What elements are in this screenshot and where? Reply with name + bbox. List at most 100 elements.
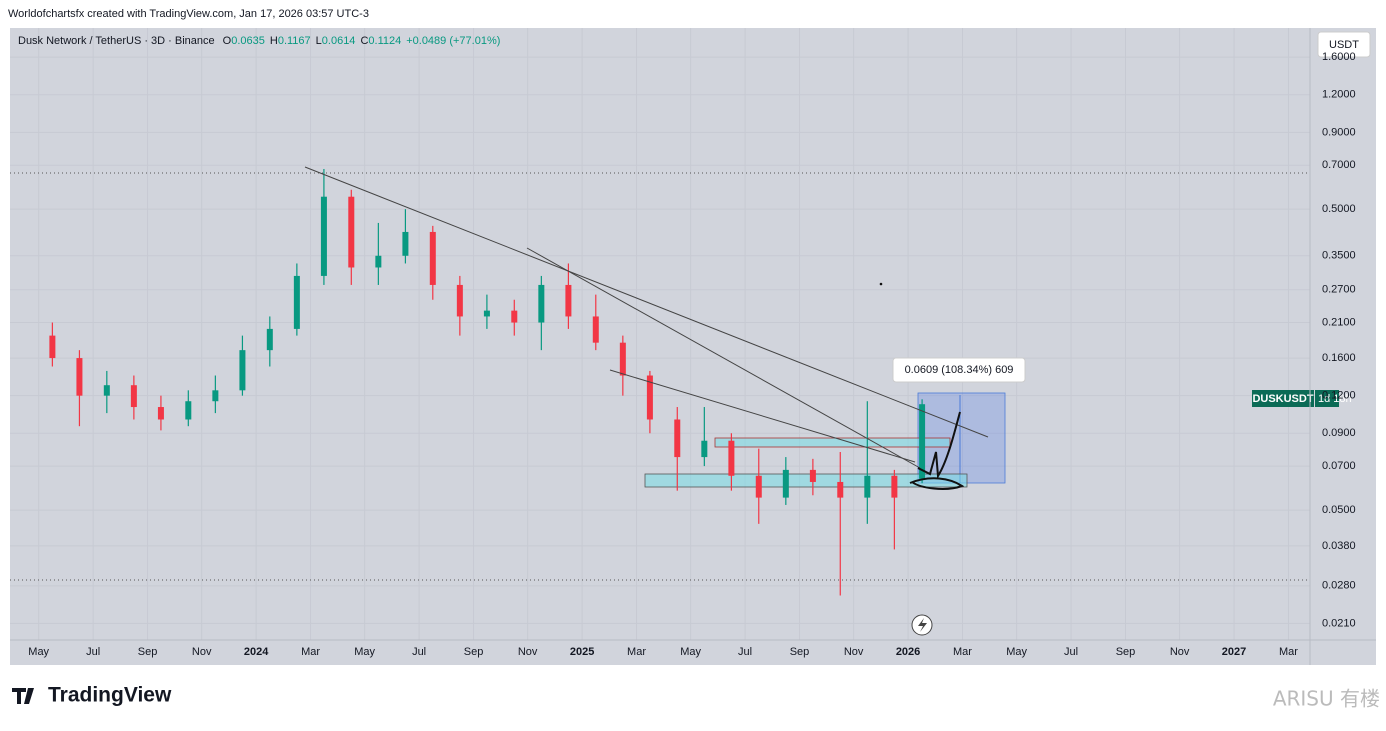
y-tick-label: 0.0280 [1322,580,1356,592]
symbol: Dusk Network / TetherUS · 3D · Binance [18,35,215,47]
candles [49,168,926,596]
x-tick-label: May [1006,646,1027,658]
y-tick-label: 1.2000 [1322,89,1356,101]
dot [879,282,883,286]
candle-body [782,469,789,498]
trendline [304,166,989,438]
candle-body [429,231,436,285]
trendline [609,369,916,463]
y-tick-label: 0.7000 [1322,159,1356,171]
x-tick-label: 2026 [896,646,920,658]
y-tick-label: 0.0500 [1322,504,1356,516]
candle-body [76,358,83,396]
candle-body [592,316,599,343]
x-tick-label: Jul [1064,646,1078,658]
chart-bg [10,28,1376,665]
x-tick-label: Jul [86,646,100,658]
candle-body [348,196,355,268]
candle-body [293,275,300,329]
y-tick-label: 0.2700 [1322,284,1356,296]
candle-body [728,440,735,476]
candle-body [130,385,137,408]
price-tag-bg [1252,390,1314,407]
change: +0.0489 (+77.01%) [406,35,500,47]
high: 0.1167 [278,35,311,47]
x-tick-label: Sep [1116,646,1136,658]
x-tick-label: May [28,646,49,658]
candle-body [619,342,626,376]
x-tick-label: Jul [412,646,426,658]
y-tick-label: 0.1600 [1322,352,1356,364]
candle-body [483,310,490,317]
candle-body [103,385,110,396]
y-tick-label: 1.6000 [1322,51,1356,63]
h-label: H [270,35,278,47]
zone [714,437,951,448]
currency-label[interactable]: USDT [1329,39,1359,51]
legend: Dusk Network / TetherUS · 3D · Binance O 0… [18,35,500,47]
x-tick-label: Nov [192,646,212,658]
x-tick-label: Sep [464,646,484,658]
zone [644,473,968,488]
x-tick-label: 2024 [244,646,269,658]
candle-body [701,440,708,458]
y-tick-label: 0.0380 [1322,540,1356,552]
candle-body [375,255,382,268]
tv-logo [12,688,34,704]
x-tick-label: Jul [738,646,752,658]
y-tick-label: 0.0900 [1322,427,1356,439]
x-tick-label: Mar [301,646,320,658]
currency-button[interactable] [1317,31,1371,58]
x-tick-label: Mar [953,646,972,658]
o-label: O [223,35,232,47]
event-bolt [918,618,927,632]
x-tick-label: 2025 [570,646,594,658]
candle-body [674,419,681,458]
watermark: ARISU 有楼 [1273,687,1380,711]
trendlines [304,166,989,490]
x-tick-label: Nov [518,646,538,658]
candle-body [511,310,518,323]
c-label: C [360,35,368,47]
grid [10,28,1310,640]
x-tick-label: Sep [790,646,810,658]
attribution: Worldofchartsfx created with TradingView… [8,8,369,20]
y-tick-label: 0.0700 [1322,460,1356,472]
y-tick-label: 0.3500 [1322,250,1356,262]
candle-body [320,196,327,276]
price-tag-symbol: DUSKUSDT [1252,393,1313,405]
x-tick-label: May [354,646,375,658]
candle-body [809,469,816,482]
y-tick-label: 0.9000 [1322,126,1356,138]
sketch [909,411,965,490]
trendline [526,247,921,469]
y-tick-label: 0.2100 [1322,316,1356,328]
x-tick-label: 2027 [1222,646,1246,658]
candle-body [266,328,273,351]
x-tick-label: Mar [627,646,646,658]
measure-label: 0.0609 (108.34%) 609 [905,364,1014,376]
candle-body [185,401,192,420]
candle-body [755,475,762,498]
candle-body [157,407,164,420]
l-label: L [316,35,322,47]
y-tick-label: 0.5000 [1322,203,1356,215]
candle-body [402,231,409,256]
candle-body [646,375,653,420]
y-tick-label: 0.0210 [1322,617,1356,629]
x-tick-label: Nov [844,646,864,658]
measure-label-bg [892,357,1026,383]
y-tick-label: 0.1200 [1322,390,1356,402]
x-tick-label: Sep [138,646,158,658]
x-tick-label: May [680,646,701,658]
candle-body [891,475,898,498]
candle-body [565,284,572,317]
candle-body [456,284,463,317]
brand: TradingView [48,684,172,707]
candle-body [538,284,545,323]
candle-body [239,350,246,391]
candle-body [212,390,219,402]
x-tick-label: Mar [1279,646,1298,658]
candle-body [49,335,56,359]
